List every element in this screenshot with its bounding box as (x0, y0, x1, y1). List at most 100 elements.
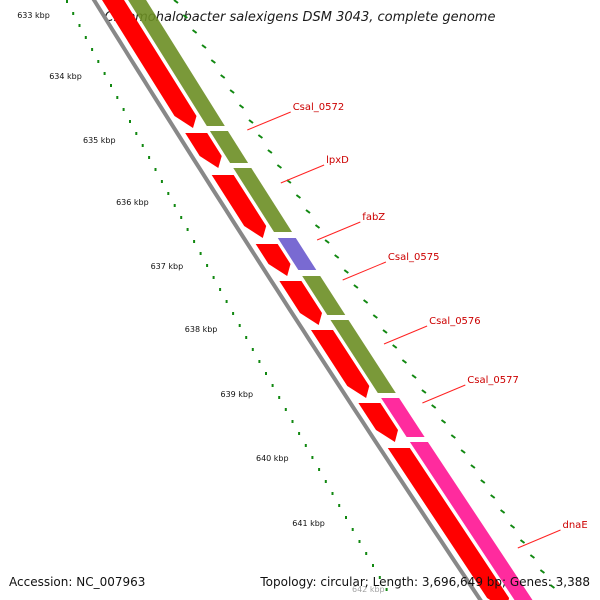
track-tick (500, 509, 506, 514)
forward-cds-block (209, 131, 249, 163)
scale-minor-tick (103, 72, 106, 75)
scale-minor-tick (245, 336, 248, 339)
kbp-scale-label: 636 kbp (116, 198, 149, 207)
scale-minor-tick (206, 264, 209, 267)
track-tick (382, 329, 388, 334)
track-tick (529, 554, 536, 559)
track-tick (440, 419, 447, 424)
gene-label: Csal_0575 (388, 252, 440, 263)
scale-minor-tick (358, 540, 361, 543)
reverse-cds-arrow (185, 133, 222, 168)
scale-minor-tick (278, 396, 281, 399)
scale-minor-tick (167, 192, 170, 195)
scale-minor-tick (193, 240, 196, 243)
gene-label-leader (517, 529, 561, 549)
scale-minor-tick (331, 492, 334, 495)
track-tick (173, 0, 179, 4)
track-tick (411, 374, 417, 379)
scale-minor-tick (304, 444, 307, 447)
kbp-scale-label: 639 kbp (220, 390, 253, 399)
gene-label-leader (383, 325, 428, 345)
accession-text: Accession: NC_007963 (9, 575, 146, 589)
gene-label-leader (247, 111, 291, 131)
track-tick (401, 359, 407, 364)
scale-minor-tick (84, 36, 87, 39)
scale-minor-tick (298, 432, 301, 435)
scale-minor-tick (199, 252, 202, 255)
gene-label: Csal_0572 (293, 102, 345, 113)
track-tick (314, 224, 321, 229)
track-tick (509, 524, 516, 529)
gene-label: dnaE (563, 520, 588, 531)
scale-minor-tick (97, 60, 100, 63)
scale-minor-tick (186, 228, 189, 231)
scale-minor-tick (284, 408, 287, 411)
reverse-cds-arrow (102, 0, 197, 128)
kbp-scale-label: 638 kbp (185, 325, 218, 334)
track-tick (295, 194, 301, 199)
forward-cds-block (381, 398, 425, 437)
forward-cds-block (302, 276, 346, 315)
track-tick (238, 104, 245, 109)
track-tick (182, 14, 188, 19)
reverse-cds-arrow (279, 281, 322, 325)
forward-cds-block (330, 320, 396, 393)
scale-minor-tick (91, 48, 94, 51)
track-tick (248, 119, 254, 124)
track-tick (220, 74, 226, 79)
kbp-scale-label: 641 kbp (292, 519, 325, 528)
kbp-scale-label: 637 kbp (151, 262, 184, 271)
gene-label-leader (342, 261, 387, 281)
scale-minor-tick (238, 324, 241, 327)
topology-stats-text: Topology: circular; Length: 3,696,649 bp… (260, 575, 590, 589)
scale-minor-tick (385, 588, 388, 591)
reverse-cds-arrow (358, 403, 398, 442)
scale-minor-tick (311, 456, 314, 459)
scale-minor-tick (180, 216, 183, 219)
gene-label: fabZ (362, 212, 385, 223)
track-tick (201, 44, 207, 49)
scale-minor-tick (251, 348, 254, 351)
track-tick (549, 584, 556, 589)
scale-minor-tick (338, 504, 341, 507)
scale-minor-tick (160, 180, 163, 183)
gene-label: lpxD (326, 155, 349, 166)
track-tick (539, 569, 546, 574)
scale-minor-tick (351, 528, 354, 531)
kbp-scale-label: 634 kbp (49, 72, 82, 81)
track-tick (490, 494, 496, 499)
scale-minor-tick (72, 12, 75, 15)
gene-label-leader (316, 221, 361, 241)
kbp-scale-label-truncated: 642 kbp (352, 585, 385, 594)
forward-cds-block (128, 0, 225, 126)
scale-minor-tick (345, 516, 347, 519)
track-tick (334, 254, 340, 259)
scale-minor-tick (372, 564, 374, 567)
reverse-cds-arrow (387, 448, 510, 600)
track-tick (470, 464, 476, 469)
scale-minor-tick (212, 276, 215, 279)
track-tick (519, 539, 526, 544)
track-tick (229, 89, 235, 94)
scale-minor-tick (66, 0, 68, 3)
track-tick (305, 209, 311, 214)
scale-minor-tick (135, 132, 138, 135)
map-title: Chromohalobacter salexigens DSM 3043, co… (104, 10, 496, 25)
scale-minor-tick (378, 576, 381, 579)
forward-cds-block (277, 238, 317, 270)
scale-minor-tick (365, 552, 368, 555)
kbp-scale-label: 640 kbp (256, 454, 289, 463)
kbp-scale-label: 635 kbp (83, 136, 116, 145)
scale-minor-tick (219, 288, 222, 291)
track-tick (353, 284, 359, 289)
track-tick (460, 449, 466, 454)
track-tick (363, 299, 369, 304)
track-tick (372, 314, 378, 319)
reverse-cds-arrow (211, 175, 267, 238)
forward-cds-block (409, 442, 533, 600)
scale-minor-tick (232, 312, 235, 315)
track-tick (392, 344, 398, 349)
scale-minor-tick (265, 372, 267, 375)
track-tick (210, 59, 216, 64)
track-tick (450, 434, 456, 439)
